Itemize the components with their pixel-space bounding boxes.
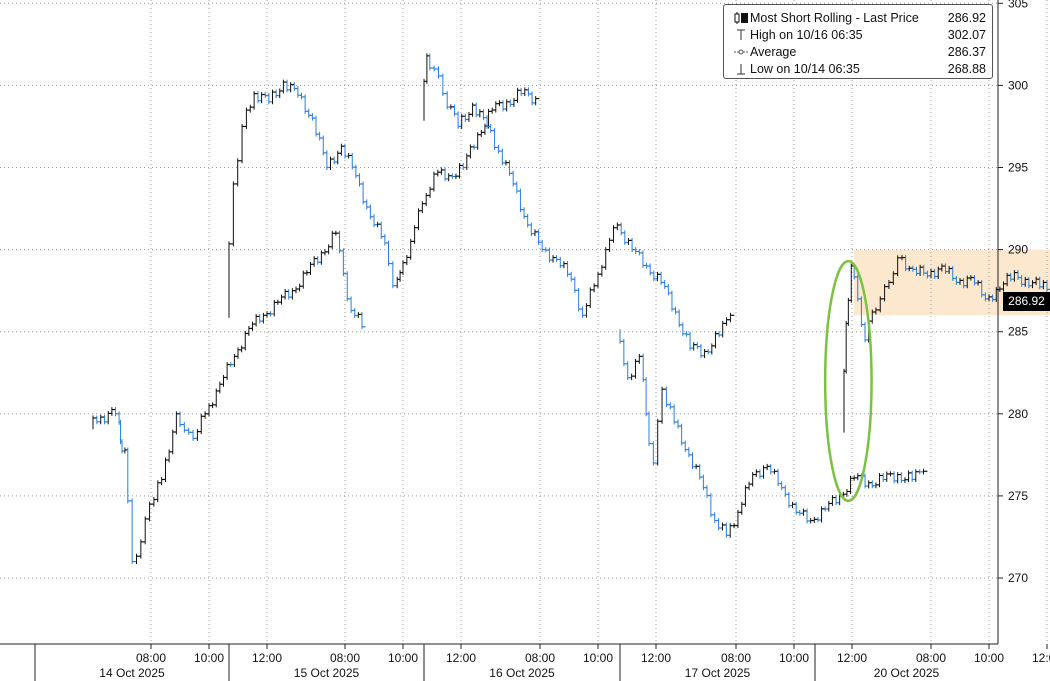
last-price-badge: 286.92: [1003, 292, 1050, 311]
x-tick-label: 12:00: [446, 651, 476, 665]
x-tick-label: 10:00: [388, 651, 418, 665]
legend-row-average: Average 286.37: [732, 43, 986, 60]
high-marker-icon: [732, 29, 750, 41]
x-tick-label: 10:00: [779, 651, 809, 665]
y-tick-label: 275: [1008, 489, 1028, 503]
x-tick-label: 08:00: [136, 651, 166, 665]
legend-row-low: Low on 10/14 06:35 268.88: [732, 60, 986, 77]
x-date-label: 17 Oct 2025: [685, 666, 751, 680]
grid-layer: [0, 0, 1048, 644]
x-tick-label: 10:00: [583, 651, 613, 665]
y-tick-label: 300: [1008, 78, 1028, 92]
legend-series-title: Most Short Rolling - Last Price: [750, 10, 919, 25]
x-tick-label: 08:00: [330, 651, 360, 665]
x-tick-label: 12:00: [252, 651, 282, 665]
y-tick-label: 290: [1008, 243, 1028, 257]
x-tick-label: 08:00: [916, 651, 946, 665]
legend-high-value: 302.07: [947, 27, 986, 42]
legend-high-label: High on 10/16 06:35: [750, 27, 863, 42]
x-tick-label: 10:00: [194, 651, 224, 665]
annotation-ellipse: [823, 259, 873, 503]
low-marker-icon: [732, 63, 750, 75]
average-marker-icon: [732, 46, 750, 58]
x-date-label: 15 Oct 2025: [294, 666, 360, 680]
legend-average-label: Average: [750, 44, 797, 59]
x-date-label: 16 Oct 2025: [489, 666, 555, 680]
y-tick-label: 280: [1008, 407, 1028, 421]
x-tick-label: 12:00: [1032, 651, 1050, 665]
x-date-label: 14 Oct 2025: [99, 666, 165, 680]
legend-last-value: 286.92: [947, 10, 986, 25]
x-tick-label: 08:00: [525, 651, 555, 665]
x-tick-label: 12:00: [641, 651, 671, 665]
legend-low-value: 268.88: [947, 61, 986, 76]
legend-low-label: Low on 10/14 06:35: [750, 61, 860, 76]
chart-legend: Most Short Rolling - Last Price 286.92 H…: [723, 4, 993, 79]
legend-row-high: High on 10/16 06:35 302.07: [732, 26, 986, 43]
y-tick-label: 305: [1008, 0, 1028, 10]
x-tick-label: 08:00: [721, 651, 751, 665]
legend-average-value: 286.37: [947, 44, 986, 59]
candlestick-icon: [732, 11, 750, 24]
annotation-ellipse-layer: [823, 259, 873, 503]
y-tick-label: 295: [1008, 161, 1028, 175]
y-tick-label: 285: [1008, 325, 1028, 339]
price-series-layer: [92, 53, 1050, 565]
x-date-label: 20 Oct 2025: [874, 666, 940, 680]
y-tick-label: 270: [1008, 571, 1028, 585]
x-tick-label: 12:00: [837, 651, 867, 665]
legend-row-series: Most Short Rolling - Last Price 286.92: [732, 9, 986, 26]
x-tick-label: 10:00: [974, 651, 1004, 665]
